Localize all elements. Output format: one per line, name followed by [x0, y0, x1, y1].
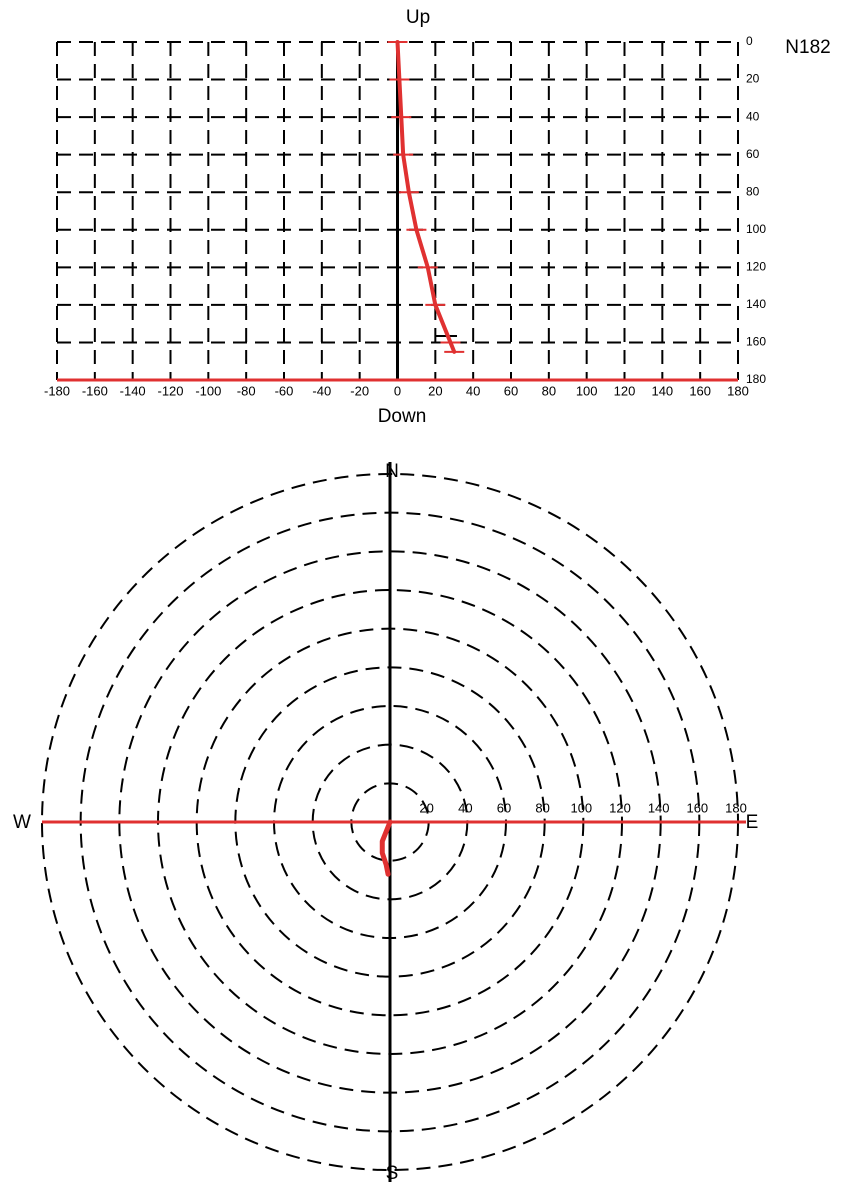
- x-tick-label: 40: [466, 383, 480, 398]
- x-tick-label: -20: [350, 383, 369, 398]
- y-tick-label: 100: [746, 222, 766, 236]
- well-name: N182: [785, 37, 830, 58]
- north-label: N: [385, 461, 399, 482]
- ring-label: 20: [419, 800, 433, 815]
- ring-label: 80: [535, 800, 549, 815]
- x-tick-label: 180: [727, 383, 749, 398]
- x-tick-label: 80: [542, 383, 556, 398]
- trajectory: [395, 40, 457, 354]
- x-tick-label: -160: [82, 383, 108, 398]
- y-tick-label: 0: [746, 34, 753, 48]
- down-label: Down: [378, 406, 427, 427]
- ring-label: 60: [497, 800, 511, 815]
- y-tick-label: 160: [746, 335, 766, 349]
- plan-trajectory: [379, 819, 393, 877]
- ring-label: 100: [570, 800, 592, 815]
- y-tick-label: 120: [746, 260, 766, 274]
- x-tick-label: 100: [576, 383, 598, 398]
- south-label: S: [386, 1163, 399, 1184]
- y-tick-label: 20: [746, 72, 760, 86]
- x-tick-label: 0: [394, 383, 401, 398]
- x-tick-label: -180: [44, 383, 70, 398]
- y-tick-label: 140: [746, 297, 766, 311]
- x-tick-label: 20: [428, 383, 442, 398]
- x-tick-label: -80: [237, 383, 256, 398]
- ring-label: 140: [648, 800, 670, 815]
- ring-label: 120: [609, 800, 631, 815]
- x-tick-label: 120: [614, 383, 636, 398]
- up-label: Up: [406, 7, 430, 28]
- x-tick-label: -60: [275, 383, 294, 398]
- x-tick-label: -40: [312, 383, 331, 398]
- y-tick-label: 80: [746, 184, 760, 198]
- y-tick-label: 180: [746, 372, 766, 386]
- x-tick-label: -140: [120, 383, 146, 398]
- ring-label: 180: [725, 800, 747, 815]
- y-tick-label: 60: [746, 147, 760, 161]
- x-tick-label: -100: [195, 383, 221, 398]
- y-tick-label: 40: [746, 109, 760, 123]
- east-label: E: [746, 812, 759, 833]
- ring-label: 160: [686, 800, 708, 815]
- ring-label: 40: [458, 800, 472, 815]
- x-tick-label: -120: [157, 383, 183, 398]
- west-label: W: [13, 812, 31, 833]
- x-tick-label: 160: [689, 383, 711, 398]
- x-tick-label: 60: [504, 383, 518, 398]
- x-tick-label: 140: [651, 383, 673, 398]
